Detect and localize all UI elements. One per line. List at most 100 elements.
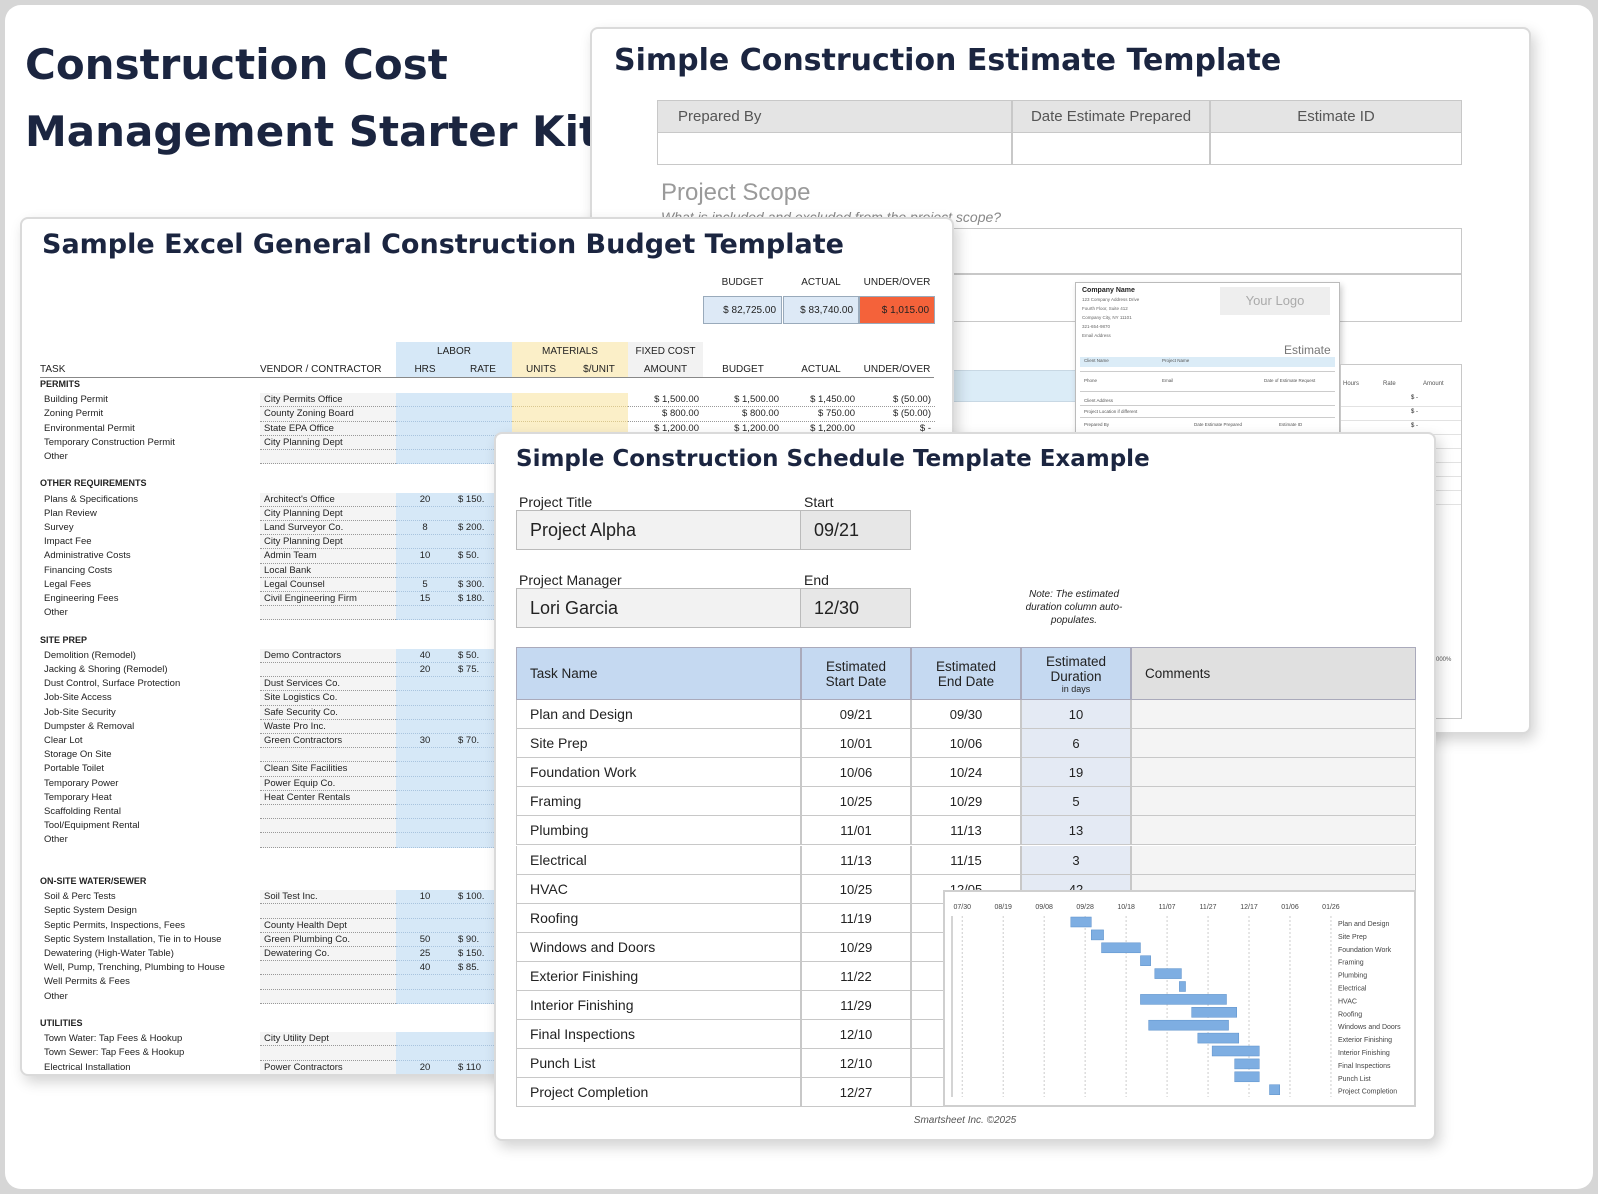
field-line <box>1080 405 1335 406</box>
budget-amount: $ 1,200.00 <box>654 422 699 434</box>
section-header: UTILITIES <box>40 1018 83 1028</box>
table-cell: 13 <box>1021 816 1131 846</box>
labor-cell <box>396 961 512 976</box>
budget-task: Plans & Specifications <box>44 493 138 505</box>
header-text: Task Name <box>530 666 598 681</box>
gantt-svg: 07/30 08/19 09/08 09/28 10/18 11/07 11/27 12/17… <box>951 904 1401 1097</box>
info-cell <box>657 132 1012 165</box>
header-rule <box>40 377 934 378</box>
column-header: $/UNIT <box>583 364 615 375</box>
budget-task: Demolition (Remodel) <box>44 649 136 661</box>
labor-cell <box>396 506 512 521</box>
table-cell: Final Inspections <box>516 1020 801 1050</box>
table-cell <box>1131 758 1416 788</box>
budget-task: Zoning Permit <box>44 408 104 420</box>
budget-budget: $ 1,500.00 <box>734 394 779 406</box>
gantt-bar <box>1101 942 1141 954</box>
field-line <box>1080 391 1335 392</box>
vendor-cell <box>260 435 396 450</box>
labor-cell <box>396 734 512 749</box>
budget-vendor: Waste Pro Inc. <box>264 720 326 732</box>
gantt-bar <box>1234 1058 1260 1070</box>
summary-value: $ 82,725.00 <box>703 296 782 324</box>
budget-task: Survey <box>44 522 74 533</box>
vendor-cell <box>260 1032 396 1047</box>
table-cell: HVAC <box>516 874 801 904</box>
summary-value: $ 1,015.00 <box>859 296 935 324</box>
vendor-cell <box>260 904 396 919</box>
group-header: FIXED COST <box>628 342 703 378</box>
labor-cell <box>396 890 512 905</box>
address-line: Fourth Floor, Suite 412 <box>1082 306 1128 311</box>
budget-rate: $ 180. <box>458 593 485 604</box>
table-cell: 11/13 <box>801 845 911 875</box>
budget-vendor: Architect's Office <box>264 493 335 505</box>
budget-task: Dumpster & Removal <box>44 720 135 732</box>
cost-amount: $ - <box>1411 423 1419 429</box>
budget-task: Electrical Installation <box>44 1061 131 1073</box>
doc-label: Estimate <box>1284 343 1331 357</box>
field-label: Prepared By <box>1084 422 1110 427</box>
table-cell: 11/29 <box>801 991 911 1021</box>
budget-vendor: Heat Center Rentals <box>264 791 351 803</box>
cost-header: Rate <box>1383 381 1396 387</box>
budget-hrs: 15 <box>419 593 431 604</box>
field-value: 12/30 <box>800 588 911 628</box>
budget-diff: $ - <box>919 422 931 434</box>
budget-vendor: Site Logistics Co. <box>264 692 338 704</box>
summary-value: $ 83,740.00 <box>783 296 859 324</box>
section-header: OTHER REQUIREMENTS <box>40 478 147 489</box>
budget-task: Soil & Perc Tests <box>44 891 116 903</box>
info-header: Date Estimate Prepared <box>1012 100 1210 133</box>
vendor-cell <box>260 748 396 763</box>
page: Construction Cost Management Starter Kit… <box>5 5 1593 1189</box>
vendor-cell <box>260 989 396 1004</box>
info-cell <box>1210 132 1462 165</box>
address-line: Email Address <box>1082 333 1111 338</box>
vendor-cell <box>260 961 396 976</box>
table-cell <box>1131 816 1416 846</box>
table-cell: 10/29 <box>911 787 1021 817</box>
vendor-cell <box>260 719 396 734</box>
budget-diff: $ (50.00) <box>892 394 931 406</box>
cost-header: Hours <box>1343 381 1360 387</box>
column-header: RATE <box>470 364 496 375</box>
budget-vendor: Green Contractors <box>264 735 343 746</box>
budget-vendor: Soil Test Inc. <box>264 891 318 903</box>
address-line: 321-654-9870 <box>1082 324 1111 329</box>
table-cell: 10/01 <box>801 729 911 759</box>
budget-task: Septic System Design <box>44 905 137 917</box>
gantt-bar <box>1070 916 1092 928</box>
gantt-label: Interior Finishing <box>1338 1050 1390 1057</box>
x-tick-label: 07/30 <box>953 904 971 911</box>
budget-actual: $ 1,200.00 <box>810 422 855 434</box>
field-value: Project Alpha <box>516 510 801 550</box>
panel-title: Simple Construction Estimate Template <box>614 43 1282 78</box>
budget-vendor: City Utility Dept <box>264 1033 329 1045</box>
labor-cell <box>396 535 512 550</box>
table-cell: Framing <box>516 787 801 817</box>
labor-cell <box>396 947 512 962</box>
budget-rate: $ 200. <box>458 522 485 533</box>
vendor-cell <box>260 407 396 422</box>
field-label: Phone <box>1084 378 1098 383</box>
gantt-bar <box>1234 1071 1260 1083</box>
field-value: 09/21 <box>800 510 911 550</box>
budget-vendor: Local Bank <box>264 564 312 576</box>
labor-cell <box>396 492 512 507</box>
table-cell: Project Completion <box>516 1078 801 1108</box>
vendor-cell <box>260 776 396 791</box>
budget-task: Building Permit <box>44 394 108 406</box>
labor-cell <box>396 663 512 678</box>
gantt-label: Plumbing <box>1338 973 1367 980</box>
budget-budget: $ 800.00 <box>742 408 779 420</box>
table-cell: 11/13 <box>911 816 1021 846</box>
table-cell: 10/29 <box>801 932 911 962</box>
budget-task: Temporary Construction Permit <box>44 436 175 448</box>
column-header: TASK <box>40 364 66 375</box>
budget-vendor: Admin Team <box>264 550 317 562</box>
address-line: Company City, NY 11101 <box>1082 315 1132 320</box>
gantt-label: Site Prep <box>1338 934 1367 941</box>
budget-vendor: Power Equip Co. <box>264 777 336 789</box>
column-header: ACTUAL <box>801 364 841 375</box>
